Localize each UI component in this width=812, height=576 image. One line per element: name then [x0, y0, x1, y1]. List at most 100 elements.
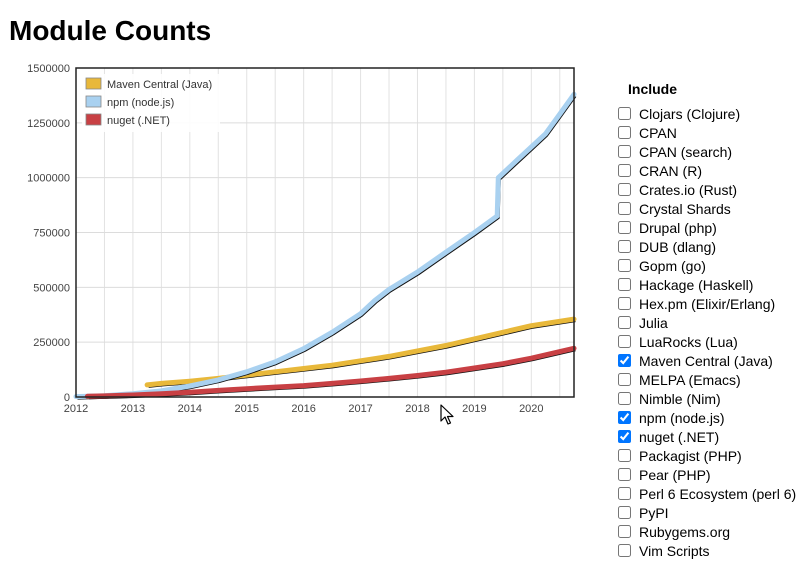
include-checkbox[interactable]: [618, 487, 631, 500]
include-item[interactable]: nuget (.NET): [616, 427, 812, 446]
include-label: Packagist (PHP): [639, 447, 742, 464]
include-item[interactable]: Clojars (Clojure): [616, 104, 812, 123]
x-tick-label: 2020: [519, 403, 543, 415]
x-tick-label: 2013: [121, 403, 145, 415]
include-item[interactable]: Packagist (PHP): [616, 446, 812, 465]
include-checkbox[interactable]: [618, 259, 631, 272]
chart-svg: 0 250000 500000 750000 1000000 1250000 1500000…: [27, 63, 577, 415]
include-checkbox[interactable]: [618, 525, 631, 538]
include-checkbox[interactable]: [618, 430, 631, 443]
include-checkbox[interactable]: [618, 316, 631, 329]
include-label: Gopm (go): [639, 257, 706, 274]
legend-swatch: [85, 95, 102, 108]
page-title: Module Counts: [9, 15, 212, 46]
y-tick-label: 500000: [33, 282, 70, 294]
include-label: Clojars (Clojure): [639, 105, 741, 122]
y-tick-label: 1000000: [27, 173, 70, 185]
include-checkbox[interactable]: [618, 297, 631, 310]
include-label: CRAN (R): [639, 162, 702, 179]
include-checkbox[interactable]: [618, 449, 631, 462]
legend-label: npm (node.js): [107, 97, 174, 109]
include-label: Pear (PHP): [639, 466, 711, 483]
include-checkbox[interactable]: [618, 145, 631, 158]
include-item[interactable]: LuaRocks (Lua): [616, 332, 812, 351]
include-label: Hackage (Haskell): [639, 276, 754, 293]
include-label: Rubygems.org: [639, 523, 731, 540]
include-item[interactable]: Perl 6 Ecosystem (perl 6): [616, 484, 812, 503]
include-item[interactable]: DUB (dlang): [616, 237, 812, 256]
include-title: Include: [628, 81, 678, 97]
legend-label: nuget (.NET): [107, 115, 170, 127]
include-checkbox[interactable]: [618, 335, 631, 348]
x-tick-label: 2018: [405, 403, 429, 415]
include-checkbox[interactable]: [618, 373, 631, 386]
include-item[interactable]: Drupal (php): [616, 218, 812, 237]
include-checkbox[interactable]: [618, 240, 631, 253]
include-label: Perl 6 Ecosystem (perl 6): [639, 485, 797, 502]
include-checkbox[interactable]: [618, 183, 631, 196]
include-item[interactable]: Julia: [616, 313, 812, 332]
include-checkbox[interactable]: [618, 202, 631, 215]
include-checkbox[interactable]: [618, 126, 631, 139]
include-panel: Include Clojars (Clojure) CPAN CPAN (searc…: [616, 80, 812, 560]
x-tick-label: 2016: [291, 403, 315, 415]
legend-box: [82, 74, 220, 132]
y-tick-label: 1250000: [27, 118, 70, 130]
include-item[interactable]: Nimble (Nim): [616, 389, 812, 408]
include-item[interactable]: Hex.pm (Elixir/Erlang): [616, 294, 812, 313]
include-label: PyPI: [639, 504, 669, 521]
legend-label: Maven Central (Java): [107, 79, 212, 91]
x-tick-label: 2012: [64, 403, 88, 415]
include-checkbox[interactable]: [618, 506, 631, 519]
series-line: [84, 345, 577, 399]
x-tick-label: 2014: [178, 403, 202, 415]
include-item[interactable]: Crates.io (Rust): [616, 180, 812, 199]
include-checkbox[interactable]: [618, 354, 631, 367]
include-label: CPAN (search): [639, 143, 733, 160]
include-item[interactable]: Pear (PHP): [616, 465, 812, 484]
module-counts-chart: 0 250000 500000 750000 1000000 1250000 1500000…: [0, 60, 590, 420]
include-label: CPAN: [639, 124, 677, 141]
include-label: LuaRocks (Lua): [639, 333, 738, 350]
include-item[interactable]: CRAN (R): [616, 161, 812, 180]
include-item[interactable]: PyPI: [616, 503, 812, 522]
include-label: nuget (.NET): [639, 428, 720, 445]
x-tick-label: 2017: [348, 403, 372, 415]
include-label: Julia: [639, 314, 668, 331]
include-list: Clojars (Clojure) CPAN CPAN (search) CRAN (…: [616, 104, 812, 560]
include-checkbox[interactable]: [618, 544, 631, 557]
include-item[interactable]: Hackage (Haskell): [616, 275, 812, 294]
include-label: Drupal (php): [639, 219, 717, 236]
include-item[interactable]: Rubygems.org: [616, 522, 812, 541]
x-tick-label: 2015: [235, 403, 259, 415]
y-tick-label: 250000: [33, 337, 70, 349]
include-item[interactable]: npm (node.js): [616, 408, 812, 427]
include-checkbox[interactable]: [618, 468, 631, 481]
include-label: Nimble (Nim): [639, 390, 721, 407]
include-item[interactable]: Vim Scripts: [616, 541, 812, 560]
y-tick-label: 0: [64, 392, 70, 404]
include-label: Crystal Shards: [639, 200, 731, 217]
include-checkbox[interactable]: [618, 411, 631, 424]
include-item[interactable]: MELPA (Emacs): [616, 370, 812, 389]
include-label: npm (node.js): [639, 409, 725, 426]
include-label: Vim Scripts: [639, 542, 710, 559]
include-label: Hex.pm (Elixir/Erlang): [639, 295, 776, 312]
include-checkbox[interactable]: [618, 107, 631, 120]
include-label: Crates.io (Rust): [639, 181, 738, 198]
include-checkbox[interactable]: [618, 278, 631, 291]
include-item[interactable]: Crystal Shards: [616, 199, 812, 218]
include-item[interactable]: CPAN (search): [616, 142, 812, 161]
include-item[interactable]: Gopm (go): [616, 256, 812, 275]
plot-border: [75, 67, 575, 398]
include-item[interactable]: CPAN: [616, 123, 812, 142]
include-label: DUB (dlang): [639, 238, 717, 255]
series-line: [144, 316, 577, 388]
include-checkbox[interactable]: [618, 392, 631, 405]
include-checkbox[interactable]: [618, 221, 631, 234]
include-label: Maven Central (Java): [639, 352, 773, 369]
include-label: MELPA (Emacs): [639, 371, 741, 388]
include-checkbox[interactable]: [618, 164, 631, 177]
include-item[interactable]: Maven Central (Java): [616, 351, 812, 370]
x-tick-label: 2019: [462, 403, 486, 415]
